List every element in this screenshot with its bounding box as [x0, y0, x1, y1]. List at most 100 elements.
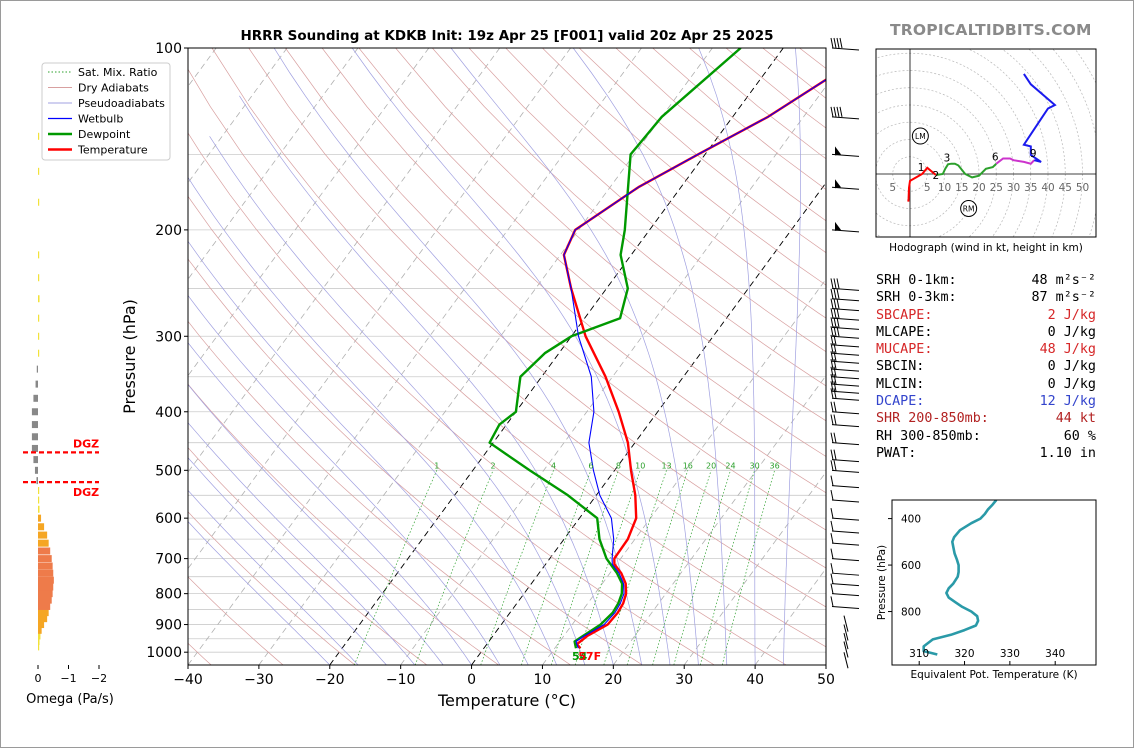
mixing-ratio-line [699, 470, 755, 665]
wind-barb [830, 533, 860, 546]
wind-barb [843, 652, 849, 669]
parameter-value: 12 J/kg [1039, 394, 1096, 410]
barb-staff [831, 542, 860, 546]
dry-adiabat [188, 258, 643, 665]
y-tick-label: 100 [155, 41, 182, 57]
barb-staff [831, 411, 860, 415]
barb-staff [843, 641, 849, 658]
dry-adiabat [188, 383, 499, 665]
isotherm-line [188, 48, 501, 473]
wind-barb [830, 563, 860, 576]
wind-barb [843, 624, 849, 641]
theta-e-x-tick-label: 340 [1045, 648, 1065, 660]
mixing-ratio-label: 20 [706, 461, 716, 470]
hodo-height-label: 2 [933, 170, 940, 182]
wind-barb [830, 288, 860, 302]
barb-flag [830, 573, 834, 584]
moist-adiabat [188, 240, 529, 665]
omega-bar [38, 626, 42, 634]
barb-flag [839, 37, 843, 49]
parameter-row: SBCIN: 0 J/kg [876, 358, 1096, 375]
barb-flag [830, 548, 834, 559]
barb-staff [831, 397, 860, 401]
isotherm-line [188, 48, 642, 665]
wind-barb [830, 298, 860, 312]
barb-staff [843, 633, 849, 650]
mixing-ratio-line [626, 470, 689, 665]
wind-barb [830, 414, 860, 428]
barb-flag [833, 317, 837, 328]
y-tick-label: 400 [155, 405, 182, 421]
storm-motion-label: LM [915, 132, 926, 141]
barb-flag [833, 298, 837, 309]
isotherm-line [0, 48, 3, 665]
omega-bar [38, 609, 49, 617]
barb-flag [830, 475, 834, 486]
omega-bar [38, 332, 40, 340]
barb-flag [830, 374, 834, 385]
barb-flag [830, 563, 834, 574]
isotherm-line [258, 48, 713, 665]
hodo-ring-label: 35 [1024, 182, 1037, 194]
parameter-label: SBCIN: [876, 359, 925, 375]
barb-staff [831, 308, 860, 312]
theta-e-x-axis-label: Equivalent Pot. Temperature (K) [910, 669, 1077, 681]
skewt-panel: 1 2 4 6 8 10 13 16 20 24 30 365457F1002003004005006… [0, 28, 860, 710]
barb-flag [830, 381, 834, 392]
hodo-segment [935, 162, 997, 179]
theta-e-frame [891, 499, 1097, 666]
barb-staff [831, 383, 860, 387]
isotherm-zero-line [471, 182, 826, 665]
hodo-ring-label-left: 5 [889, 182, 896, 194]
theta-e-x-tick-label: 320 [955, 648, 975, 660]
barb-flag [830, 533, 834, 544]
theta-e-x-tick-label: 310 [909, 648, 929, 660]
x-tick-label: 10 [534, 672, 552, 688]
moist-adiabat [188, 176, 557, 665]
parameter-label: SBCAPE: [876, 307, 933, 323]
omega-bar [36, 477, 38, 485]
barb-staff [831, 469, 860, 473]
omega-bar [38, 583, 54, 591]
hodo-height-label: 3 [944, 152, 951, 164]
parameter-value: 1.10 in [1039, 445, 1096, 461]
parameters-table: SRH 0-1km: 48 m²s⁻² SRH 0-3km: 87 m²s⁻² SBCA… [876, 272, 1096, 462]
wind-barb [830, 326, 860, 339]
wind-barb [830, 508, 860, 521]
hodo-ring-label: 5 [924, 182, 931, 194]
barb-flag [830, 298, 834, 309]
mixing-ratio-line [673, 470, 731, 665]
mixing-ratio-line [353, 470, 438, 665]
isotherm-line [542, 278, 826, 665]
dry-adiabat [505, 48, 826, 319]
barb-flag [830, 359, 834, 370]
moist-adiabat [351, 48, 671, 665]
barb-flag [833, 401, 837, 412]
dry-adiabat [468, 48, 826, 353]
barb-flag [830, 343, 834, 354]
dry-adiabat [248, 48, 826, 569]
parameter-value: 0 J/kg [1047, 359, 1096, 375]
omega-panel: DGZ DGZ 0 −1 −2 Omega (Pa/s) [23, 132, 114, 707]
series-temperature-line [562, 78, 826, 649]
parameter-value: 0 J/kg [1047, 376, 1096, 392]
hodo-ring-label: 30 [1007, 182, 1020, 194]
parameter-label: RH 300-850mb: [876, 428, 981, 444]
y-tick-label: 300 [155, 329, 182, 345]
omega-bar [31, 421, 38, 429]
legend-label: Dry Adiabats [78, 82, 149, 95]
barb-staff [831, 583, 860, 587]
parameter-row: DCAPE: 12 J/kg [876, 393, 1096, 410]
omega-bar [38, 514, 42, 522]
omega-bar [38, 637, 40, 645]
mixing-ratio-line [603, 470, 667, 665]
hodo-ring-label: 50 [1076, 182, 1089, 194]
legend-box [41, 62, 171, 161]
wind-barb [830, 449, 860, 463]
barb-flag [830, 334, 834, 345]
hodo-ring-label: 15 [955, 182, 968, 194]
x-tick-label: −20 [315, 672, 345, 688]
x-tick-label: −30 [244, 672, 274, 688]
hodo-ring-label: 40 [1041, 182, 1054, 194]
